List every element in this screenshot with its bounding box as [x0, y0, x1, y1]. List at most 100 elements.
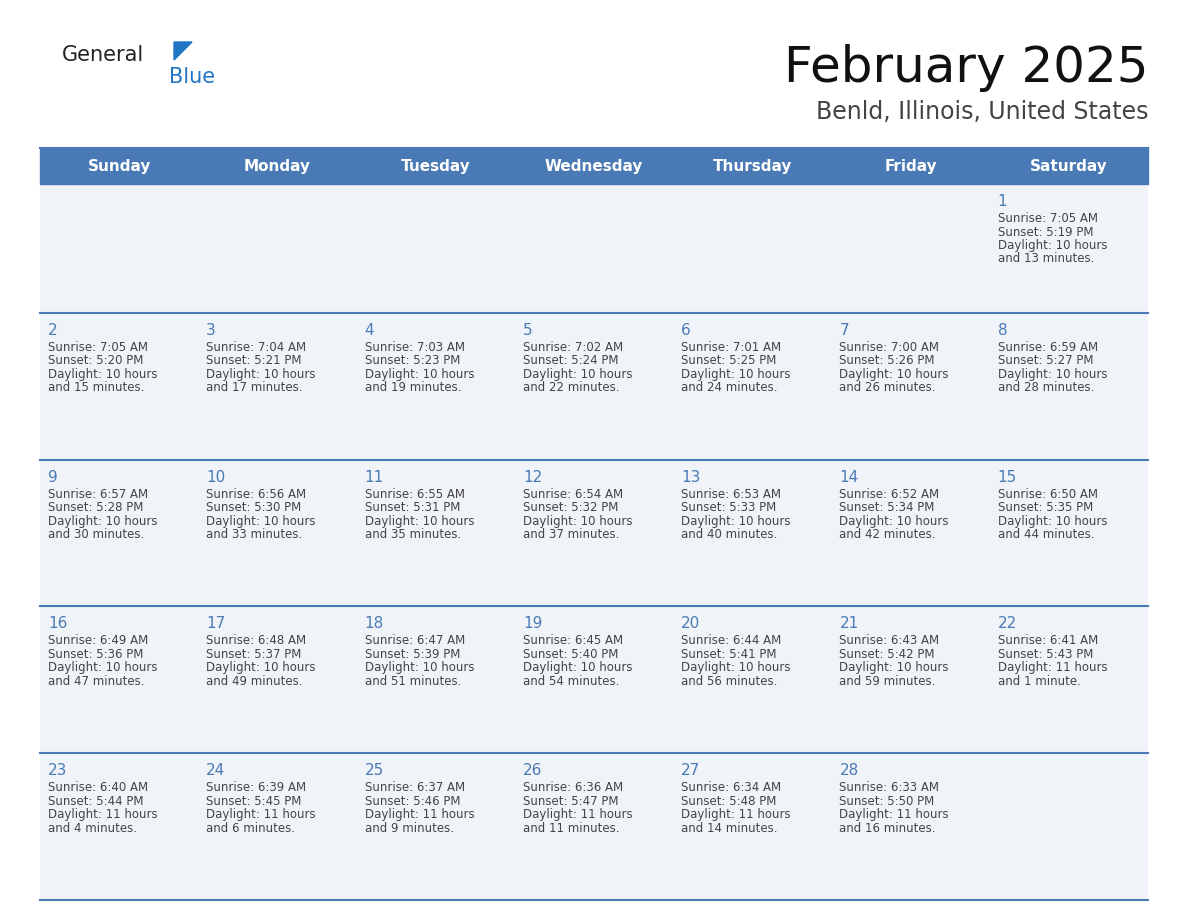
Text: and 16 minutes.: and 16 minutes.: [840, 822, 936, 834]
Text: Sunset: 5:26 PM: Sunset: 5:26 PM: [840, 354, 935, 367]
Bar: [674, 754, 832, 900]
Text: 20: 20: [681, 617, 701, 632]
Text: Sunrise: 6:44 AM: Sunrise: 6:44 AM: [681, 634, 782, 647]
Bar: [40, 184, 198, 313]
Bar: [514, 754, 674, 900]
Text: Sunset: 5:32 PM: Sunset: 5:32 PM: [523, 501, 618, 514]
Text: Thursday: Thursday: [713, 159, 792, 174]
Text: and 4 minutes.: and 4 minutes.: [48, 822, 137, 834]
Text: 22: 22: [998, 617, 1017, 632]
Text: and 51 minutes.: and 51 minutes.: [365, 675, 461, 688]
Text: Sunrise: 6:50 AM: Sunrise: 6:50 AM: [998, 487, 1098, 500]
Text: 13: 13: [681, 470, 701, 485]
Bar: [832, 754, 990, 900]
Text: Sunset: 5:50 PM: Sunset: 5:50 PM: [840, 795, 935, 808]
Text: Sunset: 5:23 PM: Sunset: 5:23 PM: [365, 354, 460, 367]
Text: Daylight: 10 hours: Daylight: 10 hours: [48, 368, 158, 381]
Text: and 24 minutes.: and 24 minutes.: [681, 381, 778, 395]
Text: Daylight: 11 hours: Daylight: 11 hours: [998, 662, 1107, 675]
Text: 1: 1: [998, 194, 1007, 209]
Text: and 37 minutes.: and 37 minutes.: [523, 528, 619, 541]
Text: Daylight: 10 hours: Daylight: 10 hours: [840, 368, 949, 381]
Text: Sunset: 5:25 PM: Sunset: 5:25 PM: [681, 354, 777, 367]
Text: Sunset: 5:24 PM: Sunset: 5:24 PM: [523, 354, 619, 367]
Text: Sunrise: 6:37 AM: Sunrise: 6:37 AM: [365, 781, 465, 794]
Text: Friday: Friday: [884, 159, 937, 174]
Text: Sunset: 5:36 PM: Sunset: 5:36 PM: [48, 648, 144, 661]
Text: Daylight: 10 hours: Daylight: 10 hours: [207, 515, 316, 528]
Text: Sunset: 5:31 PM: Sunset: 5:31 PM: [365, 501, 460, 514]
Text: Sunset: 5:43 PM: Sunset: 5:43 PM: [998, 648, 1093, 661]
Text: Sunset: 5:39 PM: Sunset: 5:39 PM: [365, 648, 460, 661]
Text: Sunset: 5:19 PM: Sunset: 5:19 PM: [998, 226, 1093, 239]
Bar: [40, 313, 198, 460]
Text: and 22 minutes.: and 22 minutes.: [523, 381, 619, 395]
Text: Sunrise: 7:05 AM: Sunrise: 7:05 AM: [998, 212, 1098, 225]
Text: February 2025: February 2025: [784, 44, 1148, 92]
Bar: [674, 184, 832, 313]
Text: and 11 minutes.: and 11 minutes.: [523, 822, 619, 834]
Text: Sunrise: 6:48 AM: Sunrise: 6:48 AM: [207, 634, 307, 647]
Bar: [40, 607, 198, 754]
Bar: [198, 607, 356, 754]
Text: Sunrise: 7:02 AM: Sunrise: 7:02 AM: [523, 341, 623, 353]
Text: Sunrise: 7:01 AM: Sunrise: 7:01 AM: [681, 341, 782, 353]
Text: Sunset: 5:42 PM: Sunset: 5:42 PM: [840, 648, 935, 661]
Bar: [356, 313, 514, 460]
Text: Daylight: 10 hours: Daylight: 10 hours: [681, 368, 791, 381]
Text: 15: 15: [998, 470, 1017, 485]
Text: Sunrise: 6:59 AM: Sunrise: 6:59 AM: [998, 341, 1098, 353]
Bar: [356, 754, 514, 900]
Text: Sunset: 5:33 PM: Sunset: 5:33 PM: [681, 501, 777, 514]
Text: Wednesday: Wednesday: [545, 159, 643, 174]
Text: Sunset: 5:41 PM: Sunset: 5:41 PM: [681, 648, 777, 661]
Text: 7: 7: [840, 323, 849, 338]
Text: Daylight: 10 hours: Daylight: 10 hours: [523, 368, 632, 381]
Bar: [990, 754, 1148, 900]
Text: and 13 minutes.: and 13 minutes.: [998, 252, 1094, 265]
Bar: [990, 184, 1148, 313]
Text: Sunrise: 6:55 AM: Sunrise: 6:55 AM: [365, 487, 465, 500]
Bar: [832, 313, 990, 460]
Text: Saturday: Saturday: [1030, 159, 1107, 174]
Text: and 59 minutes.: and 59 minutes.: [840, 675, 936, 688]
Text: Sunset: 5:44 PM: Sunset: 5:44 PM: [48, 795, 144, 808]
Bar: [356, 607, 514, 754]
Text: 24: 24: [207, 763, 226, 778]
Bar: [514, 313, 674, 460]
Text: 26: 26: [523, 763, 542, 778]
Text: Sunset: 5:37 PM: Sunset: 5:37 PM: [207, 648, 302, 661]
Text: Sunset: 5:30 PM: Sunset: 5:30 PM: [207, 501, 302, 514]
Text: Sunset: 5:27 PM: Sunset: 5:27 PM: [998, 354, 1093, 367]
Bar: [40, 460, 198, 607]
Text: Daylight: 10 hours: Daylight: 10 hours: [681, 515, 791, 528]
Bar: [40, 754, 198, 900]
Text: Daylight: 10 hours: Daylight: 10 hours: [48, 662, 158, 675]
Bar: [832, 184, 990, 313]
Text: Daylight: 10 hours: Daylight: 10 hours: [998, 368, 1107, 381]
Text: Daylight: 10 hours: Daylight: 10 hours: [365, 368, 474, 381]
Bar: [832, 460, 990, 607]
Polygon shape: [173, 42, 192, 60]
Text: 8: 8: [998, 323, 1007, 338]
Text: Sunday: Sunday: [88, 159, 151, 174]
Text: 18: 18: [365, 617, 384, 632]
Bar: [40, 148, 198, 184]
Text: Sunrise: 6:54 AM: Sunrise: 6:54 AM: [523, 487, 623, 500]
Text: and 6 minutes.: and 6 minutes.: [207, 822, 296, 834]
Text: Sunset: 5:28 PM: Sunset: 5:28 PM: [48, 501, 144, 514]
Text: and 54 minutes.: and 54 minutes.: [523, 675, 619, 688]
Text: Sunrise: 6:33 AM: Sunrise: 6:33 AM: [840, 781, 940, 794]
Text: and 33 minutes.: and 33 minutes.: [207, 528, 303, 541]
Text: Daylight: 10 hours: Daylight: 10 hours: [365, 515, 474, 528]
Text: 28: 28: [840, 763, 859, 778]
Text: Sunrise: 6:45 AM: Sunrise: 6:45 AM: [523, 634, 623, 647]
Text: and 30 minutes.: and 30 minutes.: [48, 528, 144, 541]
Text: Benld, Illinois, United States: Benld, Illinois, United States: [815, 100, 1148, 124]
Text: 12: 12: [523, 470, 542, 485]
Text: Daylight: 10 hours: Daylight: 10 hours: [207, 368, 316, 381]
Text: Sunset: 5:40 PM: Sunset: 5:40 PM: [523, 648, 618, 661]
Bar: [674, 607, 832, 754]
Text: Daylight: 11 hours: Daylight: 11 hours: [681, 808, 791, 822]
Text: Daylight: 10 hours: Daylight: 10 hours: [998, 515, 1107, 528]
